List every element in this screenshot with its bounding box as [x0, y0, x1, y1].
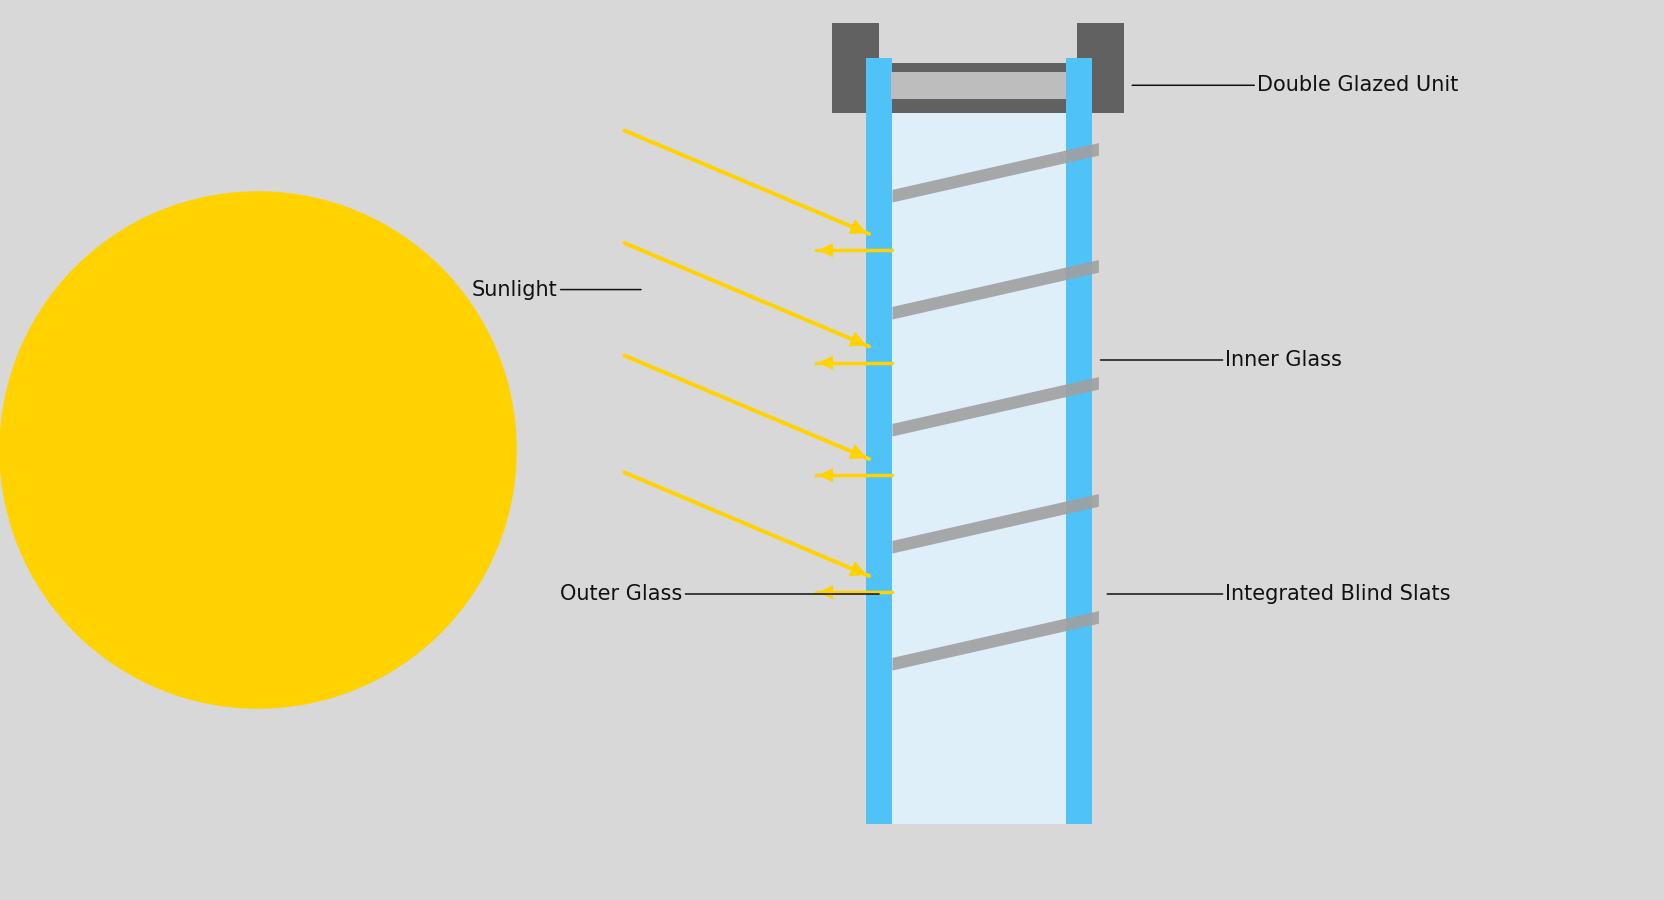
- Text: Inner Glass: Inner Glass: [1100, 350, 1341, 370]
- Text: Integrated Blind Slats: Integrated Blind Slats: [1107, 584, 1449, 604]
- Polygon shape: [892, 260, 1098, 320]
- Text: Sunlight: Sunlight: [471, 280, 641, 300]
- Bar: [832, 22, 879, 112]
- Bar: [1065, 112, 1092, 824]
- Polygon shape: [892, 494, 1098, 554]
- Bar: [865, 58, 892, 112]
- Polygon shape: [892, 611, 1098, 670]
- Polygon shape: [892, 143, 1098, 202]
- Bar: [892, 112, 1065, 824]
- Bar: [1077, 22, 1123, 112]
- Polygon shape: [892, 377, 1098, 436]
- Bar: [865, 112, 892, 824]
- Ellipse shape: [0, 192, 516, 708]
- Text: Outer Glass: Outer Glass: [561, 584, 879, 604]
- Bar: [890, 72, 1065, 99]
- Bar: [1065, 58, 1092, 112]
- Bar: [832, 63, 1123, 112]
- Text: Double Glazed Unit: Double Glazed Unit: [1132, 76, 1458, 95]
